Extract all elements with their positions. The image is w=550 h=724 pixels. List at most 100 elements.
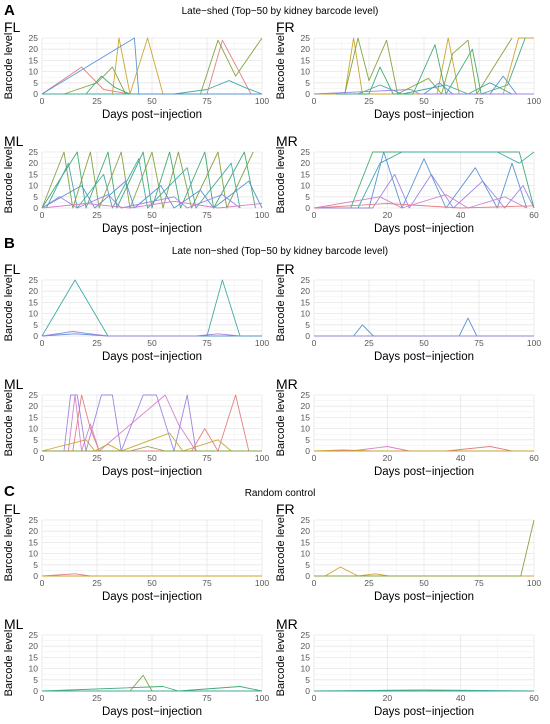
y-tick-label: 15 — [301, 169, 311, 179]
section-title: Random control — [245, 488, 316, 499]
y-axis-title: Barcode level — [275, 147, 287, 214]
y-tick-label: 15 — [29, 537, 39, 547]
y-tick-label: 10 — [29, 67, 39, 77]
y-tick-label: 10 — [29, 549, 39, 559]
section-b: B Late non−shed (Top−50 by kidney barcod… — [4, 235, 388, 257]
x-tick-label: 0 — [40, 338, 45, 348]
y-tick-label: 15 — [29, 169, 39, 179]
x-tick-label: 100 — [527, 96, 541, 106]
y-tick-label: 0 — [33, 446, 38, 456]
y-axis-title: Barcode level — [275, 275, 287, 342]
series-line — [313, 194, 527, 209]
y-tick-label: 5 — [305, 192, 310, 202]
x-tick-label: 50 — [419, 338, 429, 348]
y-tick-label: 15 — [301, 652, 311, 662]
y-tick-label: 15 — [301, 297, 311, 307]
y-tick-label: 20 — [29, 158, 39, 168]
x-tick-label: 75 — [474, 578, 484, 588]
x-tick-label: 75 — [202, 210, 212, 220]
y-tick-label: 20 — [29, 401, 39, 411]
panel-label: FL — [4, 501, 21, 517]
series-line — [42, 446, 262, 452]
y-axis-title: Barcode level — [3, 515, 15, 582]
x-axis-title: Days post−injection — [102, 223, 202, 235]
y-tick-label: 10 — [301, 549, 311, 559]
y-tick-label: 10 — [301, 181, 311, 191]
panel-label: FR — [276, 19, 295, 35]
y-tick-label: 5 — [33, 78, 38, 88]
y-tick-label: 20 — [301, 641, 311, 651]
panel-label: MR — [276, 616, 298, 632]
y-tick-label: 15 — [29, 412, 39, 422]
x-tick-label: 100 — [255, 453, 269, 463]
x-tick-label: 0 — [312, 693, 317, 703]
x-tick-label: 75 — [202, 578, 212, 588]
y-axis-title: Barcode level — [275, 630, 287, 697]
section-title: Late non−shed (Top−50 by kidney barcode … — [172, 246, 388, 257]
y-tick-label: 20 — [29, 286, 39, 296]
y-tick-label: 10 — [29, 664, 39, 674]
series-line — [314, 173, 535, 209]
y-axis-title: Barcode level — [3, 147, 15, 214]
x-tick-label: 100 — [255, 96, 269, 106]
x-tick-label: 75 — [202, 96, 212, 106]
panel-label: FR — [276, 261, 295, 277]
y-tick-label: 10 — [29, 424, 39, 434]
x-tick-label: 25 — [92, 693, 102, 703]
y-tick-label: 20 — [301, 526, 311, 536]
y-tick-label: 0 — [33, 686, 38, 696]
y-tick-label: 0 — [33, 571, 38, 581]
y-tick-label: 15 — [29, 55, 39, 65]
y-tick-label: 5 — [305, 560, 310, 570]
y-tick-label: 15 — [29, 652, 39, 662]
x-tick-label: 25 — [364, 96, 374, 106]
y-tick-label: 25 — [301, 33, 311, 43]
y-tick-label: 20 — [301, 286, 311, 296]
x-tick-label: 0 — [40, 453, 45, 463]
x-tick-label: 75 — [202, 338, 212, 348]
y-tick-label: 15 — [301, 412, 311, 422]
series-line — [313, 203, 535, 209]
x-tick-label: 25 — [364, 338, 374, 348]
y-tick-label: 25 — [29, 275, 39, 285]
panel-label: ML — [4, 376, 24, 392]
series-line — [313, 449, 534, 452]
x-tick-label: 100 — [255, 578, 269, 588]
y-tick-label: 25 — [301, 147, 311, 157]
x-tick-label: 20 — [383, 453, 393, 463]
x-axis-title: Days post−injection — [374, 591, 474, 603]
y-tick-label: 20 — [301, 401, 311, 411]
x-tick-label: 0 — [312, 96, 317, 106]
x-tick-label: 25 — [364, 578, 374, 588]
x-tick-label: 75 — [474, 338, 484, 348]
y-tick-label: 25 — [29, 147, 39, 157]
x-tick-label: 100 — [527, 338, 541, 348]
y-tick-label: 25 — [29, 390, 39, 400]
series-line — [41, 194, 241, 209]
series-line — [357, 82, 513, 95]
y-tick-label: 0 — [305, 89, 310, 99]
x-tick-label: 40 — [456, 453, 466, 463]
y-tick-label: 5 — [33, 320, 38, 330]
x-tick-label: 0 — [312, 338, 317, 348]
x-tick-label: 50 — [419, 578, 429, 588]
x-axis-title: Days post−injection — [102, 591, 202, 603]
x-axis-title: Days post−injection — [374, 466, 474, 478]
y-tick-label: 20 — [301, 158, 311, 168]
x-axis-title: Days post−injection — [102, 109, 202, 121]
x-tick-label: 100 — [255, 693, 269, 703]
series-line — [85, 75, 131, 95]
series-line — [41, 39, 252, 95]
x-axis-title: Days post−injection — [102, 466, 202, 478]
y-tick-label: 5 — [33, 435, 38, 445]
x-axis-title: Days post−injection — [374, 706, 474, 718]
y-axis-title: Barcode level — [275, 390, 287, 457]
y-tick-label: 15 — [29, 297, 39, 307]
series-line — [41, 180, 263, 209]
